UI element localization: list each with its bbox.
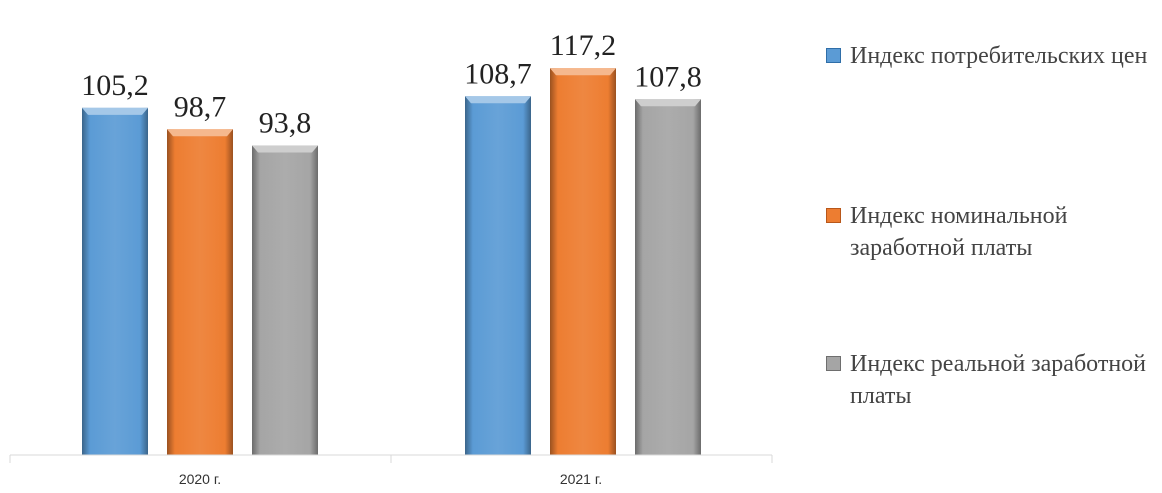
value-label-cpi-2021: 108,7: [464, 57, 532, 90]
legend-swatch-cpi: [826, 48, 841, 63]
legend-label-nominal-wage: Индекс номинальной заработной платы: [850, 203, 1068, 261]
bar-top-bevel-real-wage-2020: [252, 145, 318, 153]
bar-chart: 105,2 98,7 93,8 108,7 117,2 107,8 2020 г. 2021…: [9, 29, 773, 487]
bar-top-bevel-cpi-2021: [465, 96, 531, 104]
bar-cpi-2020: [82, 107, 148, 455]
value-labels-group: 105,2 98,7 93,8 108,7 117,2 107,8: [81, 29, 702, 139]
bar-cpi-2021: [465, 96, 531, 455]
x-tick-label-2020: 2020 г.: [179, 471, 221, 487]
x-tick-label-2021: 2021 г.: [560, 471, 602, 487]
legend-swatch-real-wage: [826, 356, 841, 371]
bar-nominal-wage-2021: [550, 68, 616, 456]
value-label-nominal-wage-2020: 98,7: [174, 90, 227, 123]
bar-top-bevel-cpi-2020: [82, 107, 148, 115]
bar-top-bevel-nominal-wage-2021: [550, 68, 616, 76]
bar-real-wage-2020: [252, 145, 318, 455]
legend-label-real-wage: Индекс реальной заработной платы: [850, 351, 1147, 409]
bar-top-bevel-real-wage-2021: [635, 99, 701, 107]
value-label-cpi-2020: 105,2: [81, 69, 149, 102]
value-label-real-wage-2021: 107,8: [634, 60, 702, 93]
legend-label-cpi: Индекс потребительских цен: [850, 43, 1148, 69]
bar-real-wage-2021: [635, 99, 701, 455]
bar-top-bevel-nominal-wage-2020: [167, 129, 233, 137]
value-label-real-wage-2020: 93,8: [259, 106, 312, 139]
bars-group: [82, 68, 701, 456]
bar-nominal-wage-2020: [167, 129, 233, 456]
legend-swatch-nominal-wage: [826, 208, 841, 223]
x-axis: 2020 г. 2021 г.: [9, 454, 773, 487]
value-label-nominal-wage-2021: 117,2: [550, 29, 616, 62]
